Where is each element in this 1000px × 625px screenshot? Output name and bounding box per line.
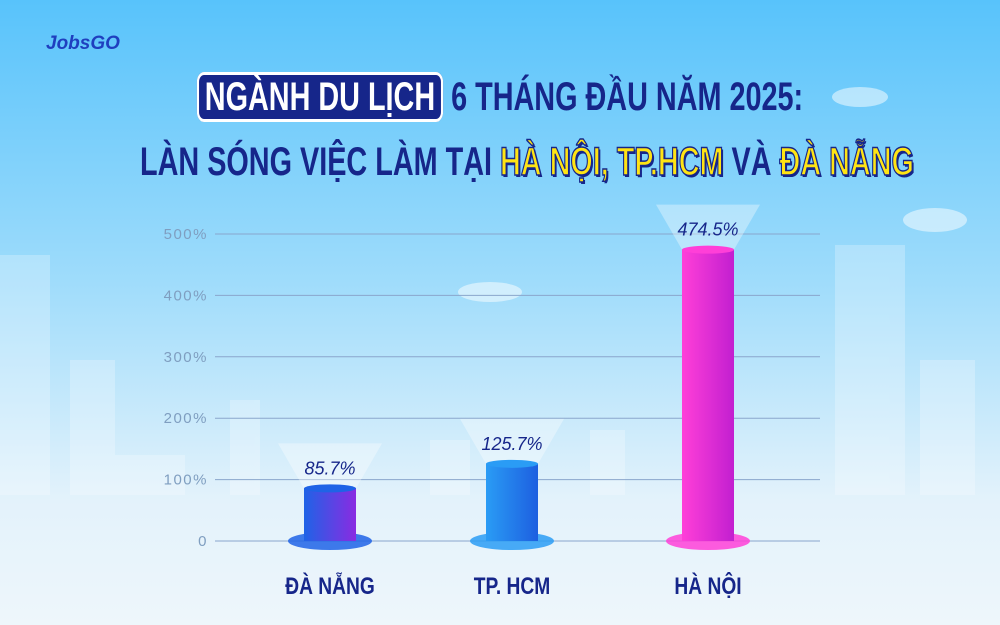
x-tick-label: HÀ NỘI <box>674 572 741 600</box>
y-tick-label: 100% <box>164 472 208 489</box>
title-text: 6 THÁNG ĐẦU NĂM 2025: <box>451 75 804 119</box>
light-beam <box>656 204 760 250</box>
y-tick-label: 400% <box>164 287 208 304</box>
value-label: 85.7% <box>304 458 355 478</box>
x-tick-label: TP. HCM <box>474 572 550 600</box>
title-line: LÀN SÓNG VIỆC LÀM TẠI HÀ NỘI, TP.HCM VÀ … <box>140 139 914 185</box>
y-tick-label: 500% <box>164 226 208 243</box>
title-text: LÀN SÓNG VIỆC LÀM TẠI <box>140 140 493 184</box>
bar-top <box>682 245 734 254</box>
title-highlight: HÀ NỘI, TP.HCM <box>499 139 724 185</box>
value-label: 474.5% <box>677 220 738 240</box>
bar-top <box>486 459 538 468</box>
bar <box>304 488 356 541</box>
bar <box>486 463 538 541</box>
x-tick-label: ĐÀ NẴNG <box>285 572 375 600</box>
y-tick-label: 300% <box>164 349 208 366</box>
clouds <box>458 87 967 302</box>
light-beam <box>278 443 382 489</box>
title-highlight: NGÀNH DU LỊCH <box>196 72 444 122</box>
y-tick-label: 200% <box>164 410 208 427</box>
bar-top <box>304 484 356 493</box>
y-tick-label: 0 <box>198 533 208 550</box>
light-beam <box>460 418 564 464</box>
brand-logo: JobsGO <box>46 33 120 54</box>
title-text: VÀ <box>731 140 772 184</box>
value-label: 125.7% <box>481 434 542 454</box>
bar <box>682 249 734 542</box>
title-highlight: ĐÀ NẴNG <box>779 139 914 185</box>
title-line: NGÀNH DU LỊCH 6 THÁNG ĐẦU NĂM 2025: <box>140 72 860 122</box>
